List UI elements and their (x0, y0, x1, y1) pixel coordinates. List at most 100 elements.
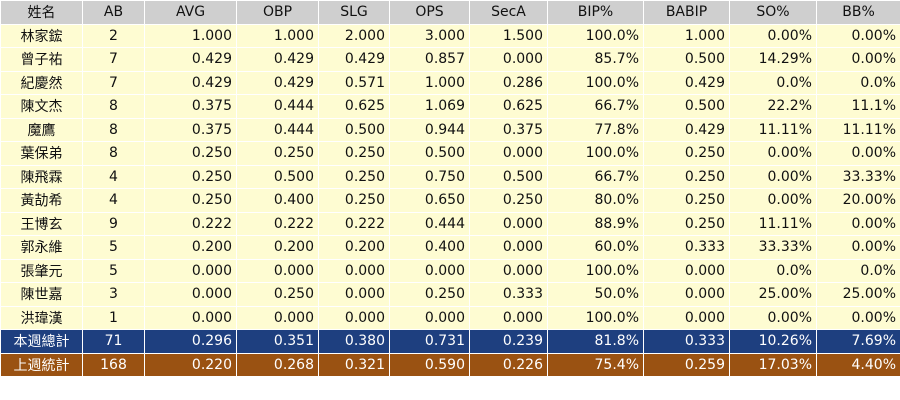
header-name[interactable]: 姓名 (0, 0, 83, 25)
cell-seca: 0.000 (469, 47, 548, 72)
table-row: 黃劼希 4 0.250 0.400 0.250 0.650 0.250 80.0% 0.250 0… (0, 188, 900, 213)
cell-bip-pct: 60.0% (547, 235, 644, 260)
cell-babip: 0.333 (643, 235, 730, 260)
cell-avg: 0.222 (144, 211, 237, 236)
cell-name: 王博玄 (0, 211, 83, 236)
cell-bip-pct: 100.0% (547, 141, 644, 166)
cell-ops: 0.857 (389, 47, 470, 72)
cell-name: 張肇元 (0, 258, 83, 283)
cell-ab: 71 (82, 329, 145, 354)
cell-obp: 0.429 (236, 70, 319, 95)
cell-bb-pct: 0.0% (816, 258, 900, 283)
cell-bip-pct: 66.7% (547, 164, 644, 189)
cell-name: 陳文杰 (0, 94, 83, 119)
cell-babip: 0.250 (643, 211, 730, 236)
cell-bip-pct: 81.8% (547, 329, 644, 354)
table-row: 陳文杰 8 0.375 0.444 0.625 1.069 0.625 66.7% 0.500 2… (0, 94, 900, 119)
table-row: 洪瑋漢 1 0.000 0.000 0.000 0.000 0.000 100.0% 0.000… (0, 305, 900, 330)
header-bb-pct[interactable]: BB% (816, 0, 900, 25)
cell-ops: 3.000 (389, 23, 470, 48)
cell-ops: 0.000 (389, 305, 470, 330)
cell-avg: 0.429 (144, 47, 237, 72)
cell-bip-pct: 88.9% (547, 211, 644, 236)
cell-bb-pct: 4.40% (816, 352, 900, 377)
batting-stats-table: 姓名 AB AVG OBP SLG OPS SecA BIP% BABIP SO… (0, 0, 900, 377)
cell-babip: 0.429 (643, 117, 730, 142)
cell-bip-pct: 100.0% (547, 70, 644, 95)
cell-slg: 2.000 (318, 23, 390, 48)
header-bip-pct[interactable]: BIP% (547, 0, 644, 25)
cell-babip: 1.000 (643, 23, 730, 48)
cell-ab: 1 (82, 305, 145, 330)
cell-ops: 0.000 (389, 258, 470, 283)
cell-seca: 0.500 (469, 164, 548, 189)
cell-name: 洪瑋漢 (0, 305, 83, 330)
cell-name: 上週統計 (0, 352, 83, 377)
cell-obp: 0.250 (236, 282, 319, 307)
cell-avg: 0.000 (144, 305, 237, 330)
header-avg[interactable]: AVG (144, 0, 237, 25)
cell-bb-pct: 0.00% (816, 141, 900, 166)
cell-avg: 0.220 (144, 352, 237, 377)
header-babip[interactable]: BABIP (643, 0, 730, 25)
header-so-pct[interactable]: SO% (729, 0, 817, 25)
cell-ab: 8 (82, 141, 145, 166)
total-row-this-week: 本週總計 71 0.296 0.351 0.380 0.731 0.239 81.8% 0.33… (0, 329, 900, 354)
cell-bb-pct: 7.69% (816, 329, 900, 354)
cell-name: 魔鷹 (0, 117, 83, 142)
cell-so-pct: 10.26% (729, 329, 817, 354)
cell-babip: 0.333 (643, 329, 730, 354)
header-seca[interactable]: SecA (469, 0, 548, 25)
cell-babip: 0.250 (643, 141, 730, 166)
cell-so-pct: 0.00% (729, 305, 817, 330)
cell-avg: 0.429 (144, 70, 237, 95)
cell-seca: 0.333 (469, 282, 548, 307)
cell-bb-pct: 0.00% (816, 23, 900, 48)
cell-avg: 0.375 (144, 94, 237, 119)
table-row: 郭永維 5 0.200 0.200 0.200 0.400 0.000 60.0% 0.333 3… (0, 235, 900, 260)
header-ops[interactable]: OPS (389, 0, 470, 25)
cell-ab: 9 (82, 211, 145, 236)
cell-avg: 0.250 (144, 188, 237, 213)
cell-obp: 0.268 (236, 352, 319, 377)
cell-seca: 0.000 (469, 258, 548, 283)
header-obp[interactable]: OBP (236, 0, 319, 25)
cell-ops: 0.250 (389, 282, 470, 307)
cell-ab: 8 (82, 94, 145, 119)
cell-ab: 7 (82, 70, 145, 95)
cell-slg: 0.625 (318, 94, 390, 119)
cell-so-pct: 14.29% (729, 47, 817, 72)
cell-slg: 0.500 (318, 117, 390, 142)
header-ab[interactable]: AB (82, 0, 145, 25)
cell-ab: 2 (82, 23, 145, 48)
cell-obp: 0.000 (236, 258, 319, 283)
cell-avg: 0.000 (144, 258, 237, 283)
cell-babip: 0.000 (643, 258, 730, 283)
cell-avg: 0.250 (144, 164, 237, 189)
cell-ab: 5 (82, 258, 145, 283)
cell-ab: 4 (82, 164, 145, 189)
table-body: 林家鋐 2 1.000 1.000 2.000 3.000 1.500 100.0% 1.000… (0, 23, 900, 377)
cell-so-pct: 17.03% (729, 352, 817, 377)
cell-ops: 0.731 (389, 329, 470, 354)
table-row: 林家鋐 2 1.000 1.000 2.000 3.000 1.500 100.0% 1.000… (0, 23, 900, 48)
header-slg[interactable]: SLG (318, 0, 390, 25)
cell-bip-pct: 77.8% (547, 117, 644, 142)
cell-bip-pct: 50.0% (547, 282, 644, 307)
cell-obp: 0.000 (236, 305, 319, 330)
cell-name: 陳飛霖 (0, 164, 83, 189)
cell-ops: 0.944 (389, 117, 470, 142)
cell-obp: 0.400 (236, 188, 319, 213)
cell-ops: 1.000 (389, 70, 470, 95)
cell-obp: 0.500 (236, 164, 319, 189)
cell-so-pct: 0.00% (729, 23, 817, 48)
cell-name: 葉保弟 (0, 141, 83, 166)
cell-obp: 0.222 (236, 211, 319, 236)
cell-ab: 7 (82, 47, 145, 72)
cell-avg: 0.200 (144, 235, 237, 260)
cell-ops: 0.400 (389, 235, 470, 260)
cell-seca: 0.286 (469, 70, 548, 95)
cell-obp: 0.444 (236, 117, 319, 142)
cell-slg: 0.250 (318, 188, 390, 213)
cell-seca: 0.375 (469, 117, 548, 142)
